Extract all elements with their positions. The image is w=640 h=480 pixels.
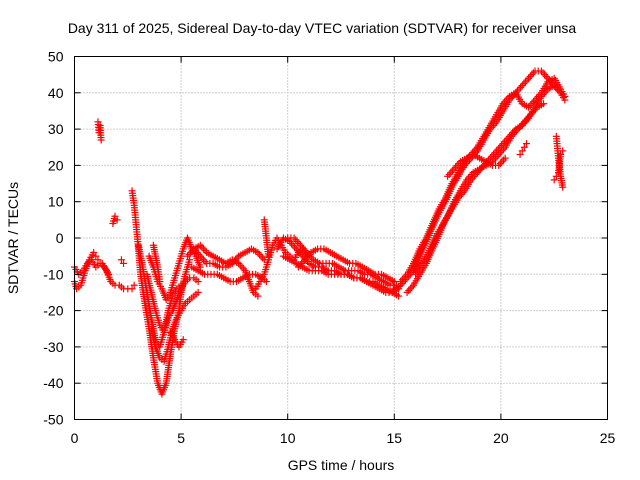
data-point	[390, 278, 398, 286]
y-tick-label: -20	[43, 303, 63, 319]
x-tick-label: 0	[71, 430, 79, 446]
data-point	[537, 67, 545, 75]
data-point	[559, 183, 567, 191]
data-point	[557, 89, 565, 97]
data-point	[517, 83, 525, 91]
data-point	[400, 274, 408, 282]
y-tick-label: 40	[48, 85, 64, 101]
data-point	[445, 170, 453, 178]
data-point	[194, 288, 202, 296]
data-point	[518, 147, 526, 155]
data-point	[398, 276, 406, 284]
data-point	[561, 92, 569, 100]
data-point	[539, 69, 547, 77]
data-points	[71, 67, 569, 398]
data-point	[120, 259, 128, 267]
data-point	[198, 243, 206, 251]
data-point	[238, 263, 246, 271]
data-point	[447, 169, 455, 177]
axis-ticks	[74, 56, 608, 420]
data-point	[444, 172, 452, 180]
y-tick-label: 50	[48, 49, 64, 65]
data-point	[395, 292, 403, 300]
x-tick-label: 5	[177, 430, 185, 446]
x-tick-label: 15	[387, 430, 403, 446]
data-point	[521, 78, 529, 86]
data-point	[403, 288, 411, 296]
data-point	[265, 252, 273, 260]
data-point	[529, 69, 537, 77]
data-point	[130, 281, 138, 289]
data-point	[113, 216, 121, 224]
data-point	[94, 256, 102, 264]
y-tick-label: -40	[43, 375, 63, 391]
data-point	[448, 167, 456, 175]
data-point	[406, 285, 414, 293]
data-point	[257, 252, 265, 260]
data-point	[541, 71, 549, 79]
data-point	[128, 285, 136, 293]
x-tick-label: 10	[280, 430, 296, 446]
y-tick-label: -50	[43, 412, 63, 428]
y-axis-label: SDTVAR / TECUs	[5, 182, 21, 294]
data-point	[254, 292, 262, 300]
x-tick-label: 25	[600, 430, 616, 446]
y-tick-label: -10	[43, 266, 63, 282]
data-point	[526, 102, 534, 110]
data-point	[520, 143, 528, 151]
x-tick-labels: 0 5 10 15 20 25	[71, 430, 616, 446]
data-point	[525, 74, 533, 82]
data-point	[498, 158, 506, 166]
data-point	[111, 212, 119, 220]
y-tick-label: 20	[48, 157, 64, 173]
y-tick-label: 10	[48, 194, 64, 210]
data-point	[501, 154, 509, 162]
data-point	[518, 82, 526, 90]
chart-title: Day 311 of 2025, Sidereal Day-to-day VTE…	[68, 20, 577, 36]
y-tick-label: 0	[56, 230, 64, 246]
data-point	[528, 71, 536, 79]
data-point	[516, 151, 524, 159]
data-point	[97, 136, 105, 144]
data-point	[179, 336, 187, 344]
data-point	[520, 80, 528, 88]
data-point	[117, 256, 125, 264]
data-point	[194, 278, 202, 286]
x-tick-label: 20	[493, 430, 509, 446]
data-point	[92, 252, 100, 260]
data-point	[90, 249, 98, 257]
data-point	[540, 100, 548, 108]
data-point	[496, 160, 504, 168]
data-point	[262, 278, 270, 286]
data-point	[526, 72, 534, 80]
data-point	[550, 176, 558, 184]
data-point	[156, 278, 164, 286]
data-point	[201, 258, 209, 266]
data-point	[523, 76, 531, 84]
data-point	[259, 254, 267, 262]
y-tick-label: 30	[48, 121, 64, 137]
data-point	[522, 140, 530, 148]
y-tick-label: -30	[43, 339, 63, 355]
data-point	[405, 287, 413, 295]
x-axis-label: GPS time / hours	[288, 457, 395, 473]
y-tick-labels: -50 -40 -30 -20 -10 0 10 20 30 40 50	[43, 49, 63, 428]
